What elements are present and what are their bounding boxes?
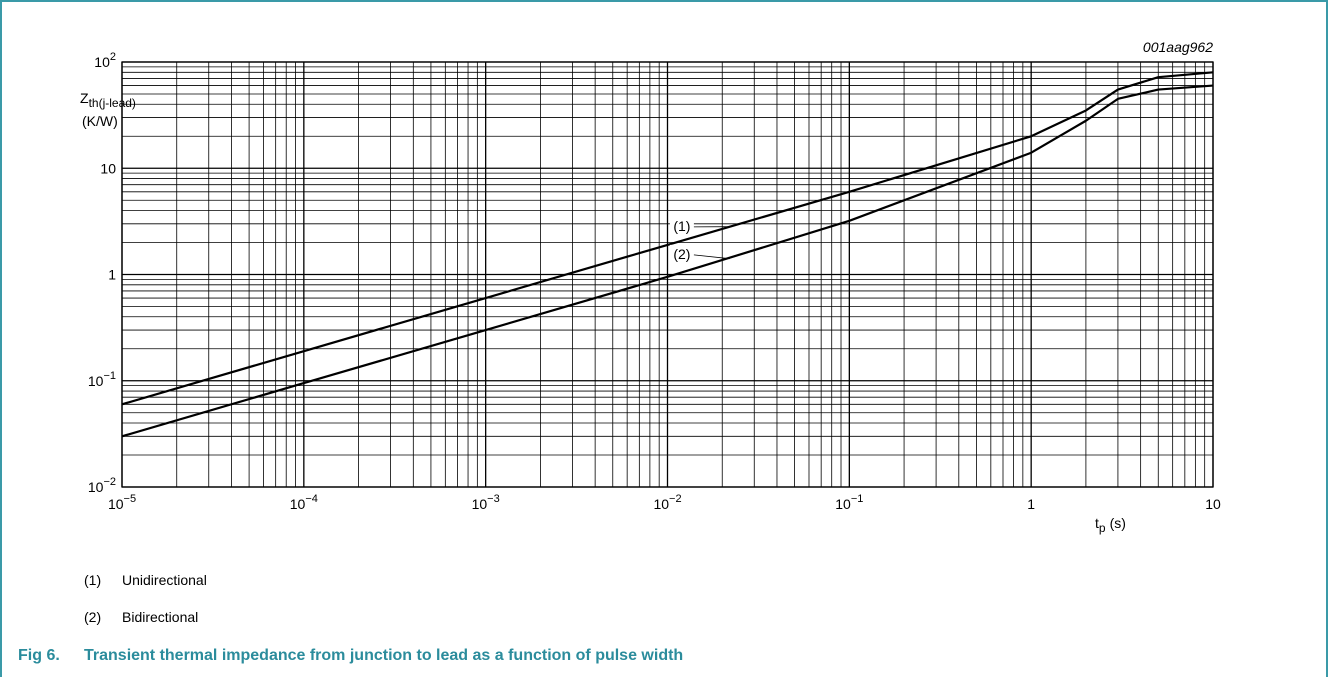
curve-label-bg	[669, 244, 694, 261]
tick-exponent: −2	[669, 493, 682, 505]
tick-base: 10	[88, 373, 104, 389]
tick-base: 10	[94, 54, 110, 70]
tick-exponent: −1	[103, 370, 116, 382]
annotation: 001aag962	[1143, 39, 1213, 55]
tick-exponent: −5	[124, 493, 137, 505]
tick-label: 10−1	[835, 493, 863, 512]
leader-line	[693, 254, 730, 260]
legend-label: (2)	[84, 609, 101, 625]
y-label-main: Z	[80, 90, 89, 106]
tick-label: 1	[108, 267, 116, 283]
plot-border	[121, 61, 1214, 488]
y-label-sub: th(j-lead)	[89, 96, 136, 110]
curve-label-bg	[669, 216, 694, 233]
caption: Transient thermal impedance from junctio…	[84, 647, 683, 664]
x-label-main: t	[1095, 515, 1099, 531]
tick-label: 10−3	[472, 493, 500, 512]
legend-entry: Bidirectional	[122, 609, 198, 625]
tick-base: 10	[290, 496, 306, 512]
tick-label: 10−2	[653, 493, 681, 512]
tick-label: 1	[1027, 496, 1035, 512]
x-label: tp (s)	[1095, 515, 1126, 535]
y-label-unit: (K/W)	[82, 113, 118, 129]
x-label-sub: p	[1099, 521, 1106, 535]
tick-label: 102	[94, 51, 116, 70]
tick-base: 10	[472, 496, 488, 512]
series-line	[121, 84, 1214, 438]
curve-label: (2)	[673, 246, 690, 262]
legend-entry: Unidirectional	[122, 572, 207, 588]
tick-exponent: −4	[305, 493, 318, 505]
curve-label: (1)	[673, 218, 690, 234]
tick-label: 10	[1205, 496, 1221, 512]
tick-label: 10−2	[88, 476, 116, 495]
y-label-symbol: Zth(j-lead)	[80, 90, 136, 110]
tick-label: 10	[100, 160, 116, 176]
x-label-unit: (s)	[1110, 515, 1126, 531]
tick-exponent: −3	[487, 493, 500, 505]
tick-label: 10−1	[88, 370, 116, 389]
tick-base: 10	[835, 496, 851, 512]
tick-label: 10−5	[108, 493, 136, 512]
series-line	[121, 71, 1214, 406]
tick-exponent: −2	[103, 476, 116, 488]
tick-exponent: −1	[851, 493, 864, 505]
caption-number: Fig 6.	[18, 647, 60, 664]
tick-base: 10	[108, 496, 124, 512]
tick-exponent: 2	[110, 51, 116, 63]
tick-base: 10	[88, 479, 104, 495]
legend-label: (1)	[84, 572, 101, 588]
tick-base: 10	[653, 496, 669, 512]
tick-label: 10−4	[290, 493, 318, 512]
